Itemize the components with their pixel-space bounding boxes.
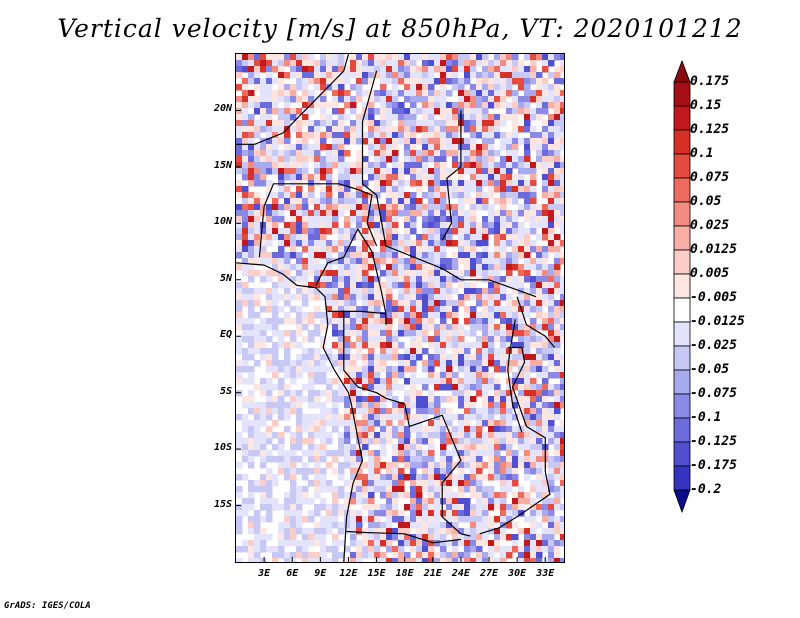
colorbar-bin	[673, 297, 691, 323]
colorbar-label: -0.1	[690, 410, 722, 425]
lon-tick-label: 21E	[423, 568, 442, 579]
colorbar-label: -0.2	[690, 482, 722, 497]
colorbar-label: 0.025	[690, 218, 730, 233]
colorbar-bin	[673, 273, 691, 299]
colorbar-bottom-cap	[673, 489, 691, 514]
country-border	[346, 530, 461, 544]
lat-tick-label: 5S	[219, 385, 232, 397]
colorbar-bin	[673, 345, 691, 371]
lon-tick-label: 3E	[258, 568, 271, 579]
colorbar-label: -0.025	[690, 338, 737, 353]
colorbar-label: 0.125	[690, 122, 730, 137]
country-border	[236, 54, 350, 145]
colorbar-label: -0.075	[690, 386, 737, 401]
colorbar-label: -0.125	[690, 434, 737, 449]
grads-credit: GrADS: IGES/COLA	[4, 601, 91, 611]
lat-tick-label: 20N	[213, 103, 232, 115]
colorbar-label: -0.05	[690, 362, 730, 377]
colorbar-label: 0.005	[690, 266, 730, 281]
lat-tick-label: 15S	[213, 498, 232, 510]
country-border	[327, 310, 387, 325]
lat-tick-label: 10S	[213, 442, 232, 454]
country-border	[258, 183, 378, 258]
colorbar-bin	[673, 153, 691, 179]
country-border	[361, 70, 537, 298]
colorbar-label: 0.15	[690, 98, 722, 113]
lat-tick-label: 15N	[213, 159, 232, 171]
lon-tick-label: 30E	[508, 568, 527, 579]
country-border	[507, 319, 523, 433]
colorbar-label: 0.075	[690, 170, 730, 185]
colorbar-label: 0.175	[690, 74, 730, 89]
colorbar-bin	[673, 369, 691, 395]
map-title: Vertical velocity [m/s] at 850hPa, VT: 2…	[57, 14, 743, 43]
lon-tick-label: 6E	[286, 568, 299, 579]
country-border	[479, 346, 551, 535]
country-border	[315, 227, 387, 314]
country-border	[343, 310, 471, 537]
colorbar-bin	[673, 177, 691, 203]
colorbar-bin	[673, 249, 691, 275]
country-border	[441, 110, 462, 241]
colorbar-label: 0.05	[690, 194, 722, 209]
colorbar-bin	[673, 201, 691, 227]
colorbar-top-cap	[673, 60, 691, 83]
colorbar-bin	[673, 321, 691, 347]
lat-tick-label: 5N	[219, 272, 232, 284]
lat-tick-label: EQ	[219, 329, 232, 341]
colorbar-bin	[673, 105, 691, 131]
colorbar-label: -0.0125	[690, 314, 745, 329]
lon-tick-label: 24E	[451, 568, 470, 579]
lon-tick-label: 15E	[367, 568, 386, 579]
colorbar-bin	[673, 81, 691, 107]
colorbar-bin	[673, 465, 691, 491]
coastline	[236, 262, 364, 562]
map-panel	[235, 53, 565, 563]
lon-tick-label: 9E	[314, 568, 327, 579]
lat-tick-label: 10N	[213, 216, 232, 228]
lon-tick-label: 33E	[536, 568, 555, 579]
velocity-field	[236, 54, 564, 562]
colorbar-label: 0.0125	[690, 242, 737, 257]
lon-tick-label: 18E	[395, 568, 414, 579]
colorbar-label: 0.1	[690, 146, 714, 161]
colorbar-label: -0.175	[690, 458, 737, 473]
colorbar	[673, 60, 691, 514]
colorbar-bin	[673, 225, 691, 251]
lon-tick-label: 12E	[339, 568, 358, 579]
colorbar-bin	[673, 441, 691, 467]
colorbar-bin	[673, 417, 691, 443]
colorbar-bin	[673, 129, 691, 155]
colorbar-bin	[673, 393, 691, 419]
country-border	[516, 296, 556, 348]
colorbar-label: -0.005	[690, 290, 737, 305]
lon-tick-label: 27E	[479, 568, 499, 579]
